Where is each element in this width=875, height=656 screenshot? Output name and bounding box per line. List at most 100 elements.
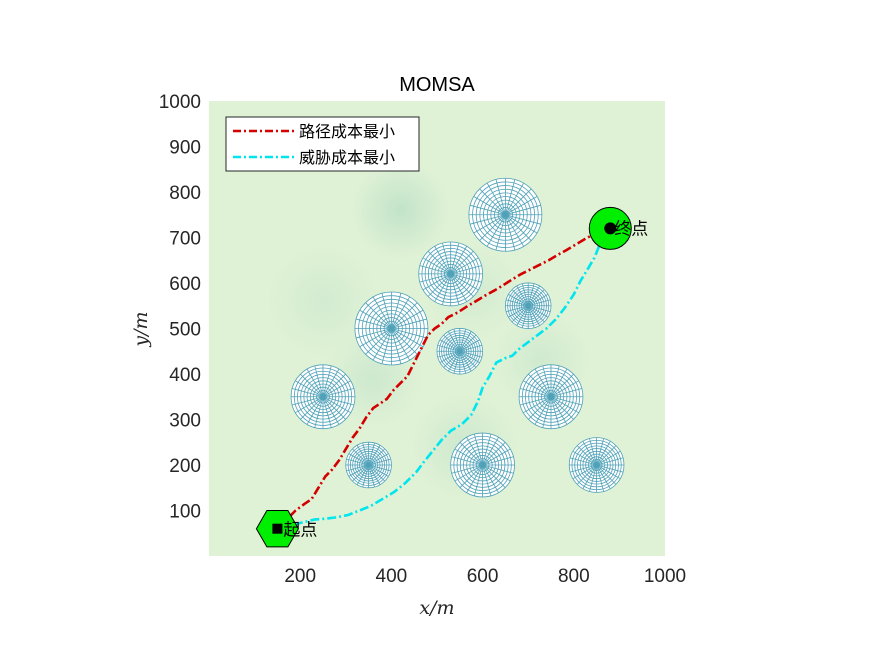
y-tick-label-2: 300 (169, 411, 201, 432)
threat-spoke (550, 396, 560, 428)
threat-spoke (572, 450, 597, 466)
threat-spoke (521, 305, 529, 328)
threat-spoke (356, 318, 392, 329)
threat-spoke (482, 456, 514, 466)
threat-spoke (550, 365, 560, 397)
threat-spoke (391, 302, 418, 329)
threat-spoke (570, 457, 597, 466)
threat-spoke (322, 373, 346, 398)
threat-spoke (459, 464, 483, 488)
endpoint-markers: 起点 终点 (255, 206, 648, 548)
threat-spoke (450, 273, 474, 297)
threat-spoke (391, 328, 427, 339)
threat-spoke (482, 437, 499, 466)
threat-zone-0 (290, 364, 356, 430)
threat-spoke (516, 285, 529, 306)
threat-spoke (391, 309, 424, 329)
threat-spoke (505, 188, 532, 216)
threat-spoke (459, 350, 480, 363)
threat-spoke (292, 388, 324, 398)
x-axis-ticks: 200 400 600 800 1000 (284, 566, 686, 587)
threat-spoke (527, 289, 545, 307)
threat-spoke (322, 396, 354, 406)
threat-spoke (486, 214, 506, 247)
threat-spoke (450, 265, 482, 275)
threat-zone-5 (450, 432, 515, 498)
threat-spoke (596, 464, 617, 485)
threat-spoke (368, 448, 386, 466)
threat-spoke (596, 464, 624, 473)
threat-spoke (527, 285, 540, 306)
x-tick-label-2: 600 (467, 566, 499, 587)
threat-spoke (352, 464, 369, 482)
threat-center (366, 462, 371, 468)
threat-spoke (482, 464, 492, 496)
threat-spoke (348, 464, 369, 477)
threat-spoke (391, 328, 424, 348)
threat-center (448, 271, 453, 277)
threat-spoke (359, 309, 392, 329)
threat-spoke (419, 273, 451, 283)
threat-spoke (482, 464, 499, 493)
threat-spoke (473, 464, 483, 496)
threat-spoke (306, 368, 324, 397)
threat-spoke (550, 388, 582, 398)
threat-zone-4 (436, 328, 483, 375)
threat-spoke (322, 396, 351, 414)
threat-spoke (352, 448, 369, 466)
threat-spoke (505, 214, 524, 247)
threat-spoke (453, 351, 461, 374)
threat-spoke (322, 396, 340, 425)
threat-spoke (314, 365, 324, 397)
threat-spoke (550, 396, 582, 406)
y-tick-label-3: 400 (169, 365, 201, 386)
threat-spoke (527, 305, 535, 328)
threat-spoke (505, 182, 524, 215)
threat-spoke (365, 328, 392, 355)
threat-spoke (589, 464, 597, 492)
x-tick-label-1: 400 (376, 566, 408, 587)
threat-zone-6 (468, 177, 543, 252)
threat-spoke (470, 204, 506, 216)
threat-spoke (596, 464, 621, 480)
threat-spoke (479, 188, 506, 216)
threat-spoke (346, 464, 369, 472)
threat-spoke (391, 328, 402, 364)
threat-spoke (459, 334, 477, 352)
threat-spoke (422, 257, 451, 275)
threat-spoke (528, 299, 551, 307)
threat-spoke (368, 453, 389, 466)
threat-spoke (443, 334, 461, 352)
threat-spoke (473, 434, 483, 466)
terrain-blob-3 (263, 241, 383, 361)
threat-spoke (596, 464, 611, 489)
threat-spoke (450, 273, 479, 291)
path-series (276, 227, 612, 530)
threat-spoke (314, 396, 324, 428)
threat-spoke (448, 331, 461, 352)
threat-spoke (550, 368, 568, 397)
terrain-blob-0 (350, 160, 451, 261)
threat-spoke (368, 464, 375, 488)
threat-spoke (356, 464, 369, 485)
plot-area: 起点 终点 (209, 101, 665, 556)
threat-spoke (596, 457, 624, 466)
threat-center (548, 394, 554, 399)
threat-spoke (450, 273, 482, 283)
threat-spoke (506, 299, 529, 307)
threat-spoke (459, 344, 482, 352)
threat-spoke (365, 302, 392, 329)
y-axis-ticks: 100 200 300 400 500 600 700 800 900 1000 (159, 92, 201, 523)
threat-spoke (505, 179, 516, 215)
y-tick-label-7: 800 (169, 183, 201, 204)
threat-spoke (528, 305, 549, 318)
threat-spoke (550, 396, 568, 425)
threat-spoke (300, 373, 324, 398)
threat-spoke (346, 458, 369, 466)
threat-spoke (523, 396, 552, 414)
threat-spoke (542, 365, 552, 397)
threat-spoke (486, 182, 506, 215)
threat-spoke (570, 464, 597, 473)
threat-spoke (589, 438, 597, 466)
